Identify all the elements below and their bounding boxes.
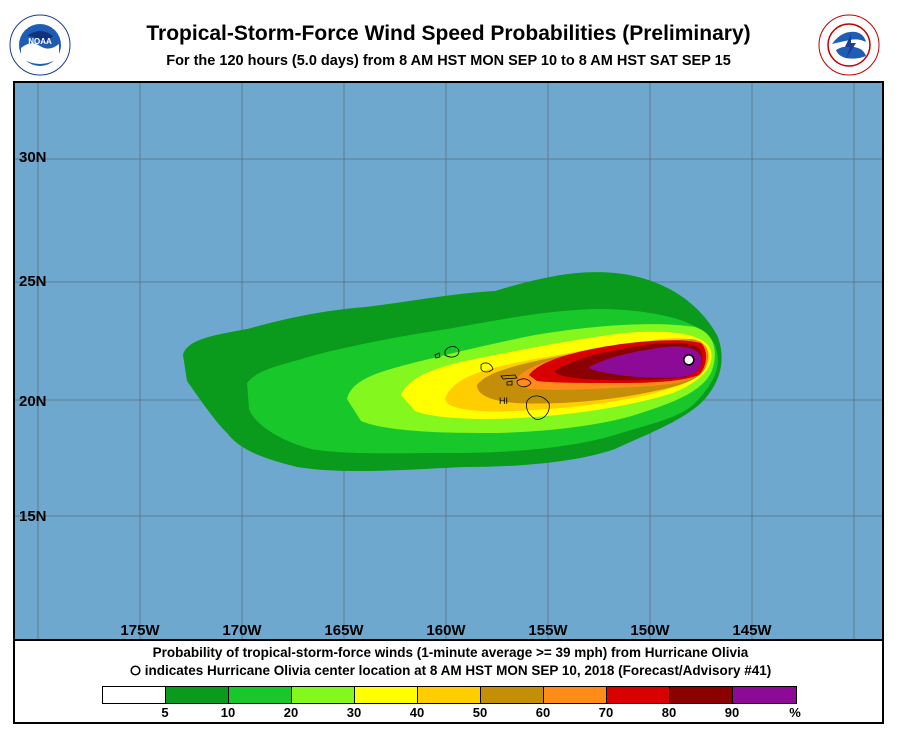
footer-center-label: indicates Hurricane Olivia center locati… [144,663,772,678]
lon-label-155w: 155W [528,622,568,639]
legend-label: 20 [283,705,299,720]
legend-label: 50 [472,705,488,720]
legend-label: 60 [535,705,551,720]
open-circle-icon [130,665,141,676]
legend-swatch [733,687,796,703]
legend-label: 90 [724,705,740,720]
lon-label-160w: 160W [426,622,466,639]
legend-swatch [229,687,292,703]
probability-contours [183,272,722,472]
legend-swatch [355,687,418,703]
island-maui [516,378,532,388]
legend-label: % [789,705,801,720]
lon-label-170w: 170W [222,622,262,639]
hawaiian-islands [434,346,550,420]
lon-label-175w: 175W [120,622,160,639]
legend-swatch [481,687,544,703]
footer-center-text: indicates Hurricane Olivia center locati… [15,663,886,678]
page-subtitle: For the 120 hours (5.0 days) from 8 AM H… [166,53,731,69]
lon-label-150w: 150W [630,622,670,639]
legend-swatch [607,687,670,703]
storm-center-marker[interactable] [683,354,695,366]
legend-label: 40 [409,705,425,720]
island-hawaii [526,395,550,420]
legend-swatch [544,687,607,703]
lon-label-145w: 145W [732,622,772,639]
state-label-hi: HI [499,396,508,406]
svg-text:NOAA: NOAA [28,37,52,46]
contour-90-plus [589,346,702,378]
lat-label-20n: 20N [19,393,47,410]
legend-swatch [670,687,733,703]
legend-label: 30 [346,705,362,720]
lon-label-165w: 165W [324,622,364,639]
noaa-logo-icon: NOAA [9,14,71,76]
lat-label-30n: 30N [19,149,47,166]
footer-probability-text: Probability of tropical-storm-force wind… [152,645,749,660]
legend-label: 5 [161,705,169,720]
island-kauai [444,346,460,358]
legend-swatch [292,687,355,703]
lat-label-25n: 25N [19,273,47,290]
nws-logo-icon [818,14,880,76]
legend-swatch [103,687,166,703]
island-lanai [506,380,513,386]
island-niihau [434,352,441,359]
island-oahu [480,362,494,373]
legend-color-bar [102,686,797,704]
map-footer: Probability of tropical-storm-force wind… [13,641,884,724]
probability-map: HI 30N 25N 20N 15N 175W 170W 165W 160W 1… [13,81,884,641]
lat-label-15n: 15N [19,508,47,525]
map-canvas: HI [15,83,882,639]
legend-label: 10 [220,705,236,720]
legend-swatch [418,687,481,703]
legend-label: 80 [661,705,677,720]
legend-label: 70 [598,705,614,720]
island-molokai [500,374,518,380]
page-title: Tropical-Storm-Force Wind Speed Probabil… [146,22,751,45]
legend-swatch [166,687,229,703]
